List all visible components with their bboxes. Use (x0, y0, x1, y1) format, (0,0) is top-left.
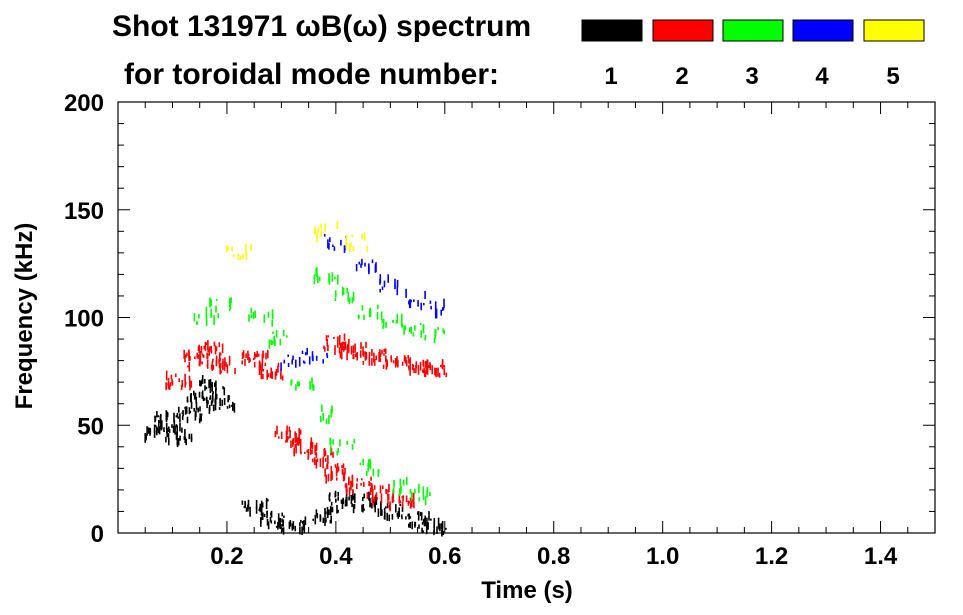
mode-2-point-2 (197, 340, 224, 361)
plot-frame (117, 101, 936, 534)
y-tick-label-150: 150 (64, 198, 104, 225)
mode-2-point-10 (344, 474, 372, 497)
mode-3-point-10 (313, 267, 339, 285)
mode-3-point-12 (357, 304, 383, 321)
mode-2-point-4 (241, 349, 269, 371)
x-tick-label-1.4: 1.4 (864, 543, 898, 570)
mode-3-point-3 (268, 329, 288, 349)
mode-3-point-6 (329, 437, 356, 456)
x-tick-label-1.2: 1.2 (755, 543, 788, 570)
legend-label-2: 2 (675, 63, 688, 90)
mode-5-point-1 (314, 221, 339, 243)
x-tick-label-0.6: 0.6 (428, 543, 461, 570)
mode-2-point-8 (307, 446, 334, 469)
legend-swatch-1 (581, 19, 643, 42)
mode-4-point-2 (323, 234, 347, 253)
mode-4-point-6 (429, 298, 445, 319)
legend: 1 2 3 4 5 (581, 19, 925, 90)
mode-3-point-15 (422, 324, 445, 344)
legend-label-4: 4 (815, 63, 829, 90)
mode-1-point-6 (208, 392, 236, 414)
mode-4-point-5 (405, 288, 426, 311)
y-axis-label: Frequency (kHz) (11, 223, 38, 410)
spectrum-data (144, 221, 448, 537)
mode-2-point-14 (339, 341, 367, 361)
chart-title-line2: for toroidal mode number: (124, 58, 499, 91)
mode-2-point-5 (258, 360, 284, 381)
mode-1-point-10 (312, 504, 339, 526)
mode-4-point-3 (355, 258, 377, 275)
plot-axes: 0.2 0.4 0.6 0.8 1.0 1.2 1.4 0 50 100 150 200 (64, 90, 936, 570)
x-tick-label-0.2: 0.2 (210, 543, 243, 570)
mode-3-point-14 (401, 323, 427, 339)
mode-2-point-6 (274, 425, 302, 446)
legend-swatch-5 (863, 19, 925, 42)
mode-1-point-1 (154, 410, 181, 432)
mode-2-point-0 (165, 370, 193, 391)
mode-3-point-4 (290, 377, 315, 391)
legend-label-5: 5 (886, 63, 899, 90)
y-tick-label-50: 50 (77, 413, 104, 440)
legend-swatch-4 (792, 19, 854, 42)
x-axis-label: Time (s) (481, 577, 573, 604)
mode-1-point-5 (199, 375, 226, 398)
mode-2-point-18 (422, 359, 448, 378)
mode-3-point-0 (193, 306, 219, 327)
y-tick-label-100: 100 (64, 306, 104, 333)
mode-4-point-4 (379, 274, 399, 296)
mode-1-point-9 (279, 516, 307, 535)
legend-label-3: 3 (745, 63, 758, 90)
mode-2-point-15 (362, 346, 388, 366)
mode-2-point-12 (388, 489, 415, 512)
mode-3-point-11 (334, 286, 355, 305)
x-tick-label-0.4: 0.4 (319, 543, 353, 570)
chart-title-line1: Shot 131971 ωB(ω) spectrum (112, 10, 531, 43)
mode-2-point-9 (324, 463, 346, 484)
mode-3-point-1 (209, 297, 232, 313)
mode-5-point-0 (226, 243, 252, 261)
mode-2-point-7 (290, 436, 318, 457)
mode-1-point-2 (165, 425, 193, 448)
mode-1-point-8 (260, 510, 285, 530)
y-tick-label-0: 0 (91, 521, 104, 548)
mode-3-point-13 (381, 313, 403, 329)
legend-swatch-3 (722, 19, 784, 42)
mode-5-point-2 (345, 232, 368, 252)
mode-2-point-17 (405, 357, 432, 376)
mode-2-point-1 (183, 349, 209, 372)
mode-3-point-7 (359, 458, 380, 477)
legend-label-1: 1 (604, 63, 617, 90)
mode-2-point-3 (210, 355, 236, 375)
mode-1-point-3 (176, 406, 203, 424)
mode-3-point-5 (319, 404, 333, 425)
x-tick-label-1.0: 1.0 (646, 543, 679, 570)
mode-1-point-15 (421, 517, 447, 537)
mode-4-point-1 (301, 347, 329, 365)
x-tick-label-0.8: 0.8 (537, 543, 570, 570)
mode-4-point-0 (280, 352, 307, 371)
mode-3-point-9 (410, 483, 431, 506)
y-tick-label-200: 200 (64, 90, 104, 117)
mode-3-point-2 (248, 307, 274, 327)
legend-swatch-2 (652, 19, 714, 42)
mode-3-point-8 (392, 477, 412, 496)
